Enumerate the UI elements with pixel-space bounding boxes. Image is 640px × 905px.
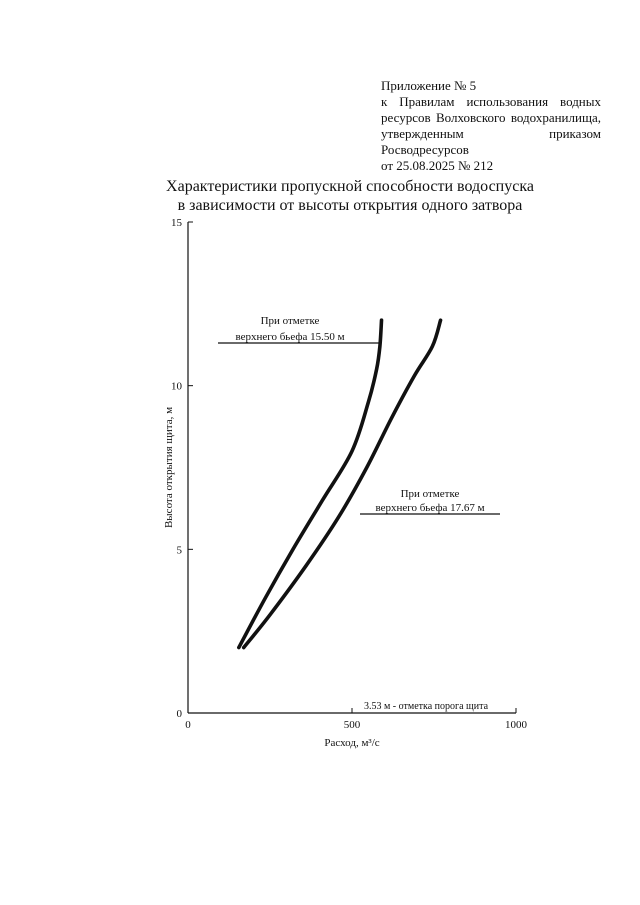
- series-1-label-line-2: верхнего бьефа 15.50 м: [235, 331, 344, 343]
- chart-title-line-2: в зависимости от высоты открытия одного …: [177, 197, 523, 214]
- appendix-line-2: к Правилам использования водных: [381, 94, 601, 109]
- y-axis-label: Высота открытия щита, м: [163, 407, 175, 528]
- x-tick-label: 1000: [505, 719, 528, 731]
- chart-title: Характеристики пропускной способности во…: [150, 177, 550, 215]
- x-axis-label: Расход, м³/с: [324, 737, 379, 749]
- appendix-note: Приложение № 5 к Правилам использования …: [381, 78, 601, 174]
- appendix-line-3: ресурсов Волховского водохранилища,: [381, 110, 601, 125]
- appendix-number: Приложение № 5: [381, 78, 477, 93]
- series-line-1: [237, 318, 384, 650]
- x-tick-label: 0: [185, 719, 191, 731]
- series-line-2: [241, 318, 443, 650]
- y-tick-label: 15: [171, 217, 183, 229]
- series-2-label-line-1: При отметке: [401, 488, 460, 500]
- appendix-line-5: от 25.08.2025 № 212: [381, 158, 494, 173]
- series-1-label-line-1: При отметке: [261, 315, 320, 327]
- y-tick-label: 5: [177, 544, 183, 556]
- x-tick-label: 500: [344, 719, 361, 731]
- y-tick-label: 0: [177, 708, 183, 720]
- chart-series: [237, 318, 443, 650]
- series-2-label-line-2: верхнего бьефа 17.67 м: [375, 502, 484, 514]
- appendix-line-4: утвержденным приказом Росводресурсов: [381, 126, 601, 157]
- threshold-annotation: 3.53 м - отметка порога щита: [364, 701, 489, 712]
- chart-axes: 0 5 10 15 0 500 1000 Расход, м³/с Высота открыти…: [163, 217, 528, 749]
- chart-labels: При отметке верхнего бьефа 15.50 м При отм…: [218, 315, 500, 712]
- y-tick-label: 10: [171, 381, 183, 393]
- chart-title-line-1: Характеристики пропускной способности во…: [166, 178, 534, 195]
